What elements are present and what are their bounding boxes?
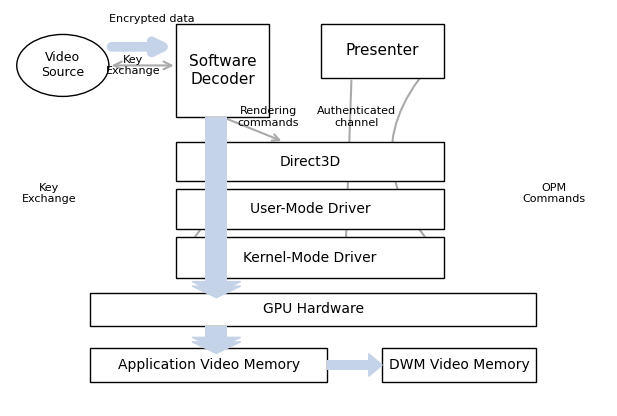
Text: Software
Decoder: Software Decoder — [189, 54, 256, 87]
Text: Encrypted data: Encrypted data — [109, 14, 195, 24]
Bar — [176, 24, 268, 117]
Text: Video
Source: Video Source — [41, 52, 85, 79]
Text: Kernel-Mode Driver: Kernel-Mode Driver — [243, 250, 377, 265]
Polygon shape — [192, 342, 241, 354]
Polygon shape — [369, 354, 382, 376]
Bar — [176, 142, 444, 181]
Bar — [176, 189, 444, 229]
Bar — [205, 337, 228, 348]
Bar — [205, 330, 228, 342]
Bar — [205, 326, 228, 349]
Text: Direct3D: Direct3D — [280, 154, 341, 168]
Polygon shape — [192, 282, 241, 293]
Bar — [205, 117, 228, 293]
Text: Rendering
commands: Rendering commands — [238, 106, 299, 128]
Text: GPU Hardware: GPU Hardware — [263, 302, 363, 316]
Bar — [205, 282, 228, 292]
Bar — [327, 360, 369, 370]
Circle shape — [17, 35, 109, 97]
Bar — [205, 274, 228, 286]
Text: Presenter: Presenter — [346, 44, 419, 59]
Bar — [382, 349, 536, 381]
Text: Authenticated
channel: Authenticated channel — [317, 106, 396, 128]
Text: OPM
Commands: OPM Commands — [523, 183, 586, 204]
Text: Key
Exchange: Key Exchange — [106, 54, 161, 76]
Polygon shape — [192, 337, 241, 349]
Text: Key
Exchange: Key Exchange — [22, 183, 77, 204]
Text: Application Video Memory: Application Video Memory — [118, 358, 300, 372]
Bar — [176, 237, 444, 278]
Bar — [91, 349, 327, 381]
Bar — [91, 293, 536, 326]
Polygon shape — [192, 286, 241, 298]
Text: DWM Video Memory: DWM Video Memory — [389, 358, 529, 372]
Text: User-Mode Driver: User-Mode Driver — [250, 202, 370, 216]
Bar — [321, 24, 444, 78]
